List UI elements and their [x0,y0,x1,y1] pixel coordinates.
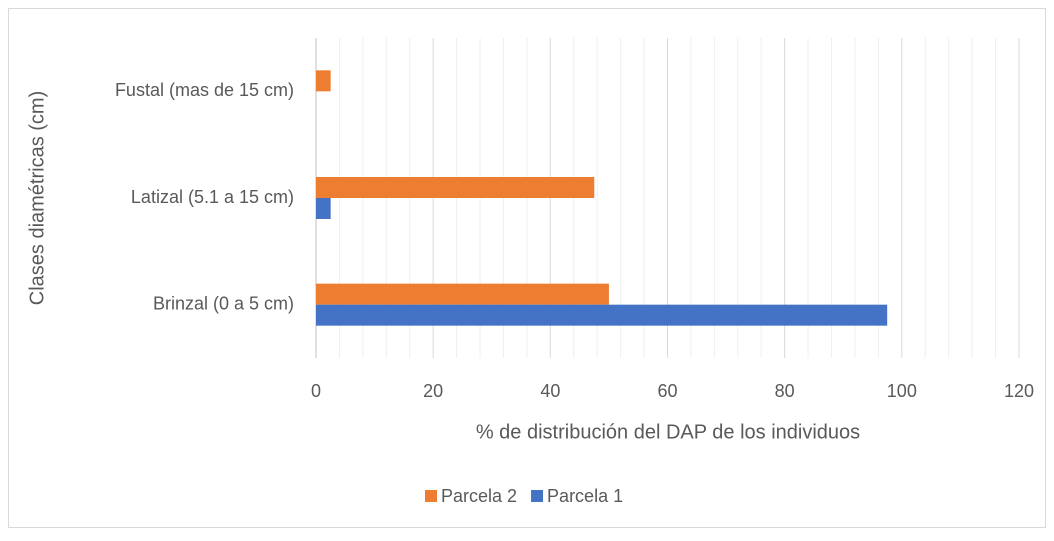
x-tick-label: 100 [887,381,917,401]
legend-swatch [531,490,544,502]
legend-label: Parcela 1 [547,486,623,506]
legend-swatch [425,490,437,502]
bar [316,177,595,198]
bar [316,70,331,92]
bar [316,283,609,305]
x-tick-label: 60 [657,381,677,401]
bar [316,304,888,326]
x-tick-label: 120 [1004,381,1034,401]
y-tick-label: Brinzal (0 a 5 cm) [153,293,294,313]
bar [316,198,331,219]
y-tick-label: Latizal (5.1 a 15 cm) [131,187,294,207]
x-tick-label: 20 [423,381,443,401]
x-tick-label: 40 [540,381,560,401]
x-tick-label: 0 [311,381,321,401]
x-axis-title: % de distribución del DAP de los individ… [476,421,860,443]
x-tick-label: 80 [775,381,795,401]
legend-label: Parcela 2 [441,486,517,506]
y-tick-label: Fustal (mas de 15 cm) [115,80,294,100]
y-axis-title: Clases diamétricas (cm) [26,91,48,305]
